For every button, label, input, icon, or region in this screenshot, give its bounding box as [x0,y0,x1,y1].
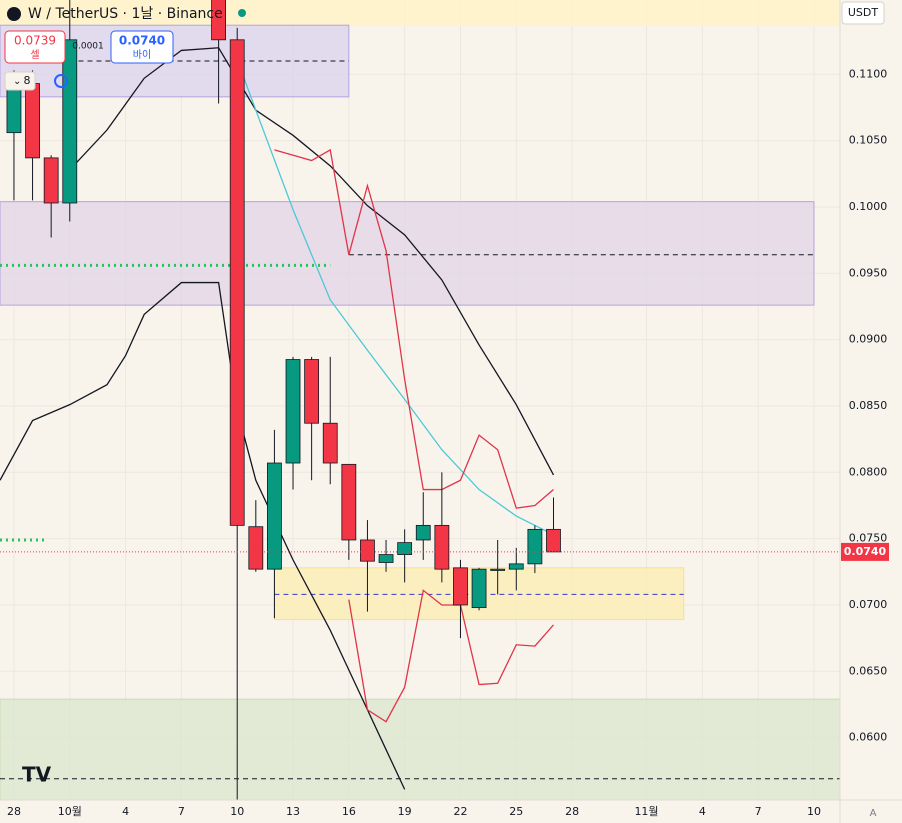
x-tick-label: 10월 [58,805,82,818]
candle-body [322,422,338,464]
y-tick-label: 0.0650 [849,664,888,677]
buy-price: 0.0740 [119,34,165,48]
indicator-line [69,47,555,476]
candle-body [471,568,487,609]
candle-body [6,83,22,134]
x-tick-label: 11월 [634,805,658,818]
last-price-box [841,542,889,561]
tv-logo: TV [22,763,52,787]
zone [0,201,815,306]
last-price-label: 0.0740 [844,545,887,558]
candle-body [378,554,394,563]
x-tick-label: 19 [398,805,412,818]
y-tick-label: 0.0800 [849,465,888,478]
zone [0,0,840,26]
currency: USDT [848,6,879,19]
buy-button[interactable] [110,30,174,64]
chart-title: W / TetherUS · 1날 · Binance [28,6,223,22]
y-tick-label: 0.0900 [849,333,888,346]
indicator-line [348,589,554,723]
candle-body [211,0,227,41]
spread: 0.0001 [72,42,104,52]
y-tick-label: 0.0850 [849,399,888,412]
x-tick-label: 16 [342,805,356,818]
scale-mode[interactable]: A [870,808,877,819]
y-tick-label: 0.1050 [849,134,888,147]
candle-body [62,39,78,204]
x-tick-label: 25 [509,805,523,818]
x-tick-label: 10 [230,805,244,818]
x-tick-label: 7 [755,805,762,818]
candle-body [415,524,431,541]
y-tick-label: 0.0700 [849,598,888,611]
candle-body [360,539,375,562]
candle-body [267,462,282,570]
chevron: ⌄ [13,76,21,87]
x-tick-label: 4 [699,805,706,818]
x-tick-label: 28 [7,805,21,818]
candle-body [43,157,59,204]
indicator-toggle[interactable] [4,71,36,91]
y-tick-label: 0.0600 [849,731,888,744]
y-tick-label: 0.1000 [849,200,888,213]
zone [0,698,840,800]
candle-body [341,463,357,541]
candle-body [527,528,543,565]
y-tick-label: 0.0750 [849,532,888,545]
candle-body [508,563,524,570]
candle-body [397,542,413,555]
sell-price: 0.0739 [14,34,56,48]
x-tick-label: 13 [286,805,300,818]
x-tick-label: 7 [178,805,185,818]
currency-button[interactable] [841,1,885,25]
y-tick-label: 0.1100 [849,67,888,80]
x-tick-label: 28 [565,805,579,818]
sell-button[interactable] [4,30,66,64]
candle-body [434,524,450,570]
axes: 0.0600 0.0650 0.0700 0.0750 0.0800 0.0850 0.09… [7,67,889,818]
sell-label: 셀 [30,49,39,61]
indicator-line [236,59,554,536]
y-tick-label: 0.0950 [849,266,888,279]
candle-body [248,526,264,570]
buy-label: 바이 [133,49,151,61]
candle-body [25,83,40,159]
candle-body [304,359,320,424]
candle-body [546,528,561,553]
replay-icon[interactable] [54,74,68,88]
plot-area [0,0,840,800]
x-tick-label: 10 [807,805,821,818]
candle-body [229,39,245,526]
x-tick-label: 4 [122,805,129,818]
logo [7,7,21,21]
x-tick-label: 22 [453,805,467,818]
indicator-line [274,148,554,509]
candle-body [453,567,468,606]
candle-body [490,568,506,571]
indicator-line [0,281,406,790]
candle-body [285,359,301,464]
indicator-count: 8 [24,74,31,87]
status-dot [238,9,246,17]
